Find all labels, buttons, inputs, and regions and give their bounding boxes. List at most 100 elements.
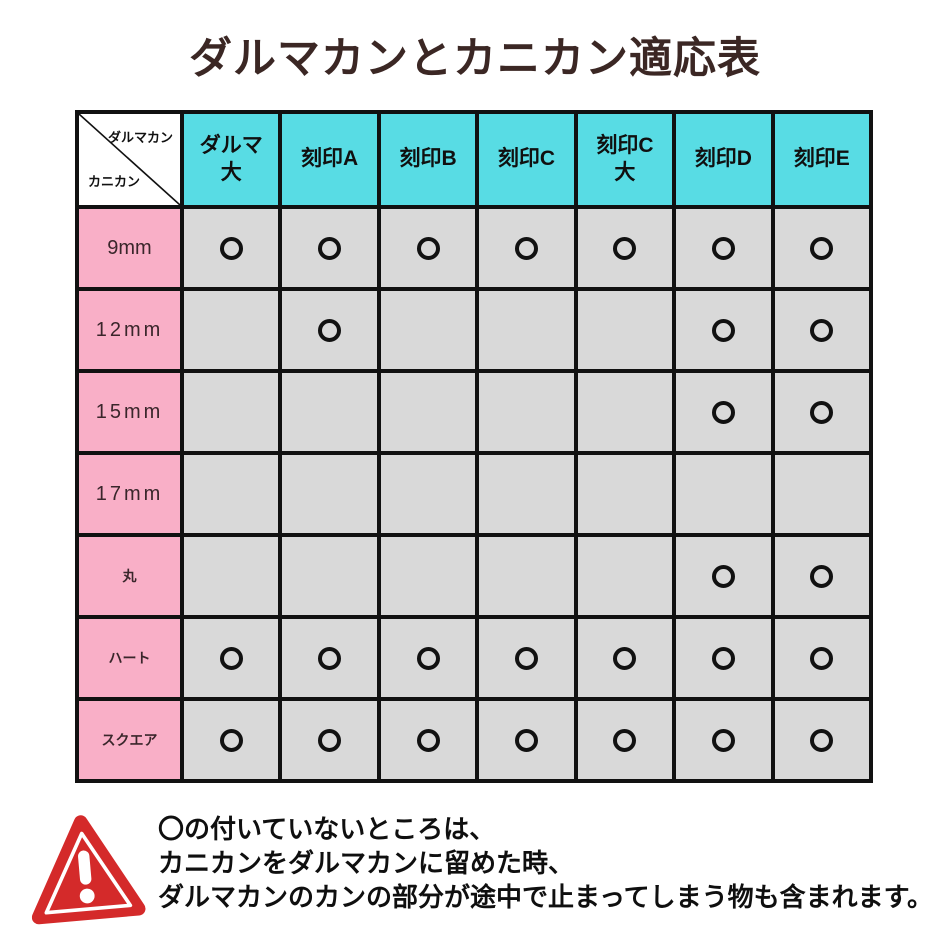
table-cell-r2-c6 — [774, 373, 869, 451]
row-header-label: ハート — [108, 650, 151, 666]
table-cell-r0-c2 — [380, 209, 476, 287]
table-cell-r2-c2 — [380, 373, 476, 451]
table-cell-r5-c5 — [676, 619, 771, 697]
circle-mark — [219, 728, 243, 752]
table-cell-r6-c2 — [380, 701, 476, 779]
table-cell-r2-c5 — [676, 373, 771, 451]
column-header-label: 刻印D — [694, 147, 752, 171]
column-header-1: 刻印A — [282, 114, 377, 205]
table-cell-r1-c0 — [184, 291, 279, 369]
circle-mark — [318, 728, 342, 752]
table-cell-r4-c1 — [282, 537, 377, 615]
note-line-2: ダルマカンのカンの部分が途中で止まってしまう物も含まれます。 — [158, 882, 934, 912]
table-cell-r5-c3 — [479, 619, 574, 697]
circle-mark — [613, 646, 637, 670]
table-cell-r4-c4 — [577, 537, 673, 615]
table-cell-r3-c1 — [282, 455, 377, 533]
circle-mark — [711, 318, 735, 342]
row-header-label: 17mm — [95, 482, 164, 505]
column-header-6: 刻印E — [774, 114, 869, 205]
row-header-label: 15mm — [95, 400, 164, 423]
table-cell-r2-c3 — [479, 373, 574, 451]
circle-mark — [711, 564, 735, 588]
table-cell-r4-c2 — [380, 537, 476, 615]
table-cell-r3-c3 — [479, 455, 574, 533]
table-cell-r2-c4 — [577, 373, 673, 451]
circle-mark — [318, 318, 342, 342]
circle-mark — [318, 646, 342, 670]
column-header-3: 刻印C — [479, 114, 574, 205]
table-cell-r1-c3 — [479, 291, 574, 369]
circle-mark — [514, 646, 538, 670]
table-cell-r0-c3 — [479, 209, 574, 287]
table-cell-r1-c6 — [774, 291, 869, 369]
column-header-2: 刻印B — [380, 114, 476, 205]
corner-cell: ダルマカン カニカン — [79, 114, 180, 205]
table-cell-r0-c1 — [282, 209, 377, 287]
table-cell-r5-c1 — [282, 619, 377, 697]
circle-mark — [613, 728, 637, 752]
table-cell-r0-c6 — [774, 209, 869, 287]
table-cell-r0-c0 — [184, 209, 279, 287]
row-header-4: 丸 — [79, 537, 180, 615]
table-cell-r1-c1 — [282, 291, 377, 369]
column-header-label: 大 — [614, 160, 636, 184]
circle-mark — [810, 564, 834, 588]
row-header-label: 9mm — [107, 236, 152, 259]
table-cell-r6-c3 — [479, 701, 574, 779]
corner-label-darumakan: ダルマカン — [107, 130, 173, 145]
column-header-label: 刻印A — [301, 147, 359, 171]
page-title: ダルマカンとカニカン適応表 — [189, 35, 761, 83]
table-cell-r4-c0 — [184, 537, 279, 615]
column-header-label: 刻印C — [497, 147, 556, 171]
row-header-label: 丸 — [122, 568, 137, 584]
column-header-5: 刻印D — [676, 114, 771, 205]
circle-mark — [810, 236, 834, 260]
note-section: 〇の付いていないところは、 カニカンをダルマカンに留めた時、 ダルマカンのカンの部分… — [28, 804, 943, 932]
circle-mark — [810, 646, 834, 670]
note-line-1: カニカンをダルマカンに留めた時、 — [158, 848, 575, 878]
circle-mark — [416, 646, 440, 670]
column-header-4: 刻印C 大 — [577, 114, 673, 205]
table-cell-r5-c4 — [577, 619, 673, 697]
column-header-0: ダルマ大 — [184, 114, 279, 205]
compatibility-table: ダルマカン カニカン ダルマ大刻印A 刻印B 刻印C 刻印C 大刻印D 刻印E 9mm 12m… — [75, 110, 873, 783]
table-cell-r1-c2 — [380, 291, 476, 369]
table-cell-r3-c0 — [184, 455, 279, 533]
column-header-label: ダルマ — [199, 134, 263, 158]
column-header-label: 刻印C — [596, 134, 654, 158]
row-header-0: 9mm — [79, 209, 180, 287]
circle-mark — [416, 728, 440, 752]
table-cell-r1-c5 — [676, 291, 771, 369]
row-header-1: 12mm — [79, 291, 180, 369]
exclamation-dot — [79, 888, 95, 904]
table-cell-r5-c6 — [774, 619, 869, 697]
circle-mark — [810, 400, 834, 424]
row-header-label: スクエア — [101, 732, 158, 748]
table-cell-r4-c3 — [479, 537, 574, 615]
row-header-label: 12mm — [95, 318, 164, 341]
row-header-6: スクエア — [79, 701, 180, 779]
circle-mark — [416, 236, 440, 260]
table-cell-r6-c4 — [577, 701, 673, 779]
circle-mark — [711, 646, 735, 670]
note-text: 〇の付いていないところは、 カニカンをダルマカンに留めた時、 ダルマカンのカンの部分… — [158, 804, 933, 914]
table-cell-r3-c2 — [380, 455, 476, 533]
table-cell-r3-c4 — [577, 455, 673, 533]
column-header-label: 刻印E — [793, 147, 850, 171]
table-cell-r1-c4 — [577, 291, 673, 369]
table-cell-r3-c6 — [774, 455, 869, 533]
warning-icon — [31, 815, 146, 925]
circle-mark — [613, 236, 637, 260]
row-header-2: 15mm — [79, 373, 180, 451]
circle-mark — [810, 728, 834, 752]
table-cell-r4-c5 — [676, 537, 771, 615]
circle-mark — [810, 318, 834, 342]
table-cell-r2-c0 — [184, 373, 279, 451]
circle-mark — [219, 646, 243, 670]
table-cell-r4-c6 — [774, 537, 869, 615]
table-cell-r0-c5 — [676, 209, 771, 287]
column-header-label: 刻印B — [399, 147, 457, 171]
table-cell-r6-c0 — [184, 701, 279, 779]
row-header-5: ハート — [79, 619, 180, 697]
